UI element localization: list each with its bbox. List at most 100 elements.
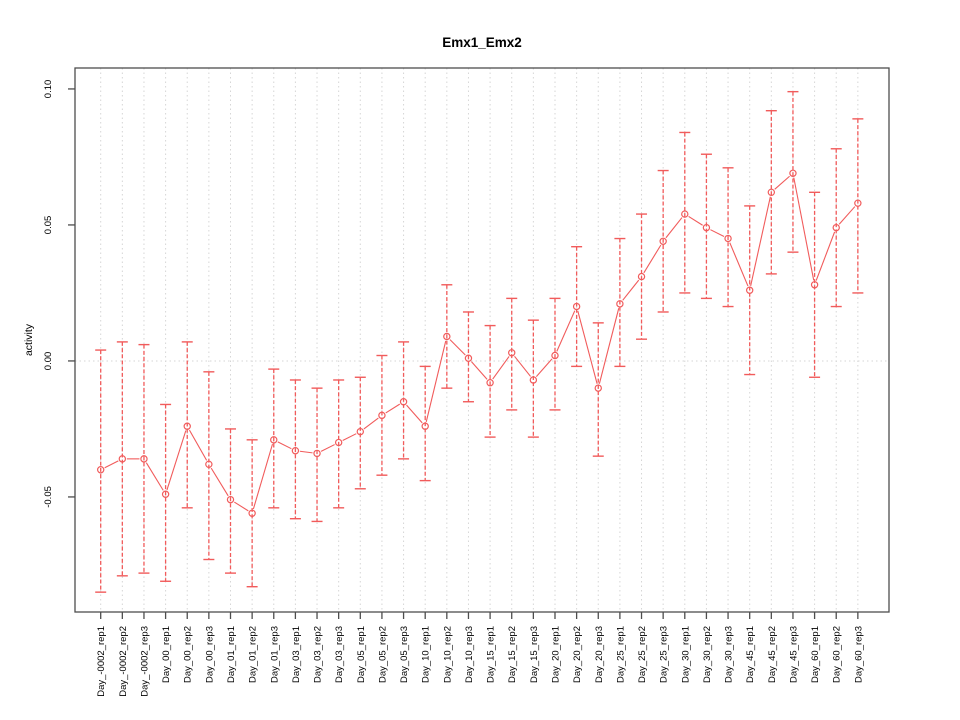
data-marker xyxy=(854,199,862,207)
x-tick-label: Day_05_rep3 xyxy=(399,626,410,683)
data-marker xyxy=(248,509,256,517)
series-line-segment xyxy=(688,215,703,226)
series-line-segment xyxy=(492,356,510,380)
data-marker xyxy=(832,223,840,232)
x-tick-label: Day_15_rep1 xyxy=(486,626,497,683)
x-tick-label: Day_-0002_rep1 xyxy=(96,626,107,697)
series-line-segment xyxy=(815,231,836,281)
x-tick-label: Day_45_rep1 xyxy=(745,626,756,683)
data-marker xyxy=(205,460,213,469)
x-tick-label: Day_03_rep3 xyxy=(334,626,345,683)
data-marker xyxy=(464,354,473,362)
data-marker xyxy=(637,272,646,281)
x-tick-label: Day_-0002_rep3 xyxy=(139,626,150,697)
x-tick-label: Day_05_rep1 xyxy=(356,626,367,683)
series-line-segment xyxy=(750,196,771,286)
series-line-segment xyxy=(622,279,640,301)
x-tick-label: Day_03_rep1 xyxy=(291,626,302,683)
x-tick-label: Day_20_rep3 xyxy=(594,626,605,683)
x-tick-label: Day_25_rep1 xyxy=(615,626,626,683)
x-tick-label: Day_00_rep1 xyxy=(161,626,172,683)
data-marker xyxy=(226,495,235,504)
y-axis-label: activity xyxy=(23,323,35,356)
x-tick-label: Day_30_rep1 xyxy=(680,626,691,683)
data-marker xyxy=(724,234,732,243)
data-marker xyxy=(681,210,689,218)
x-tick-label: Day_45_rep3 xyxy=(788,626,799,683)
series-line-segment xyxy=(643,244,662,274)
data-marker xyxy=(572,302,581,311)
series-line-segment xyxy=(277,441,292,450)
series-line-segment xyxy=(774,175,790,190)
series-line-segment xyxy=(234,501,249,512)
x-tick-label: Day_01_rep2 xyxy=(248,626,259,683)
plot-frame xyxy=(74,67,890,613)
series-line-segment xyxy=(598,308,620,384)
data-marker xyxy=(96,466,105,474)
y-tick-label: 0.10 xyxy=(43,80,54,99)
series-line-segment xyxy=(449,339,466,356)
series-line-segment xyxy=(665,217,683,239)
data-marker xyxy=(551,351,559,360)
data-marker xyxy=(508,349,516,357)
x-tick-label: Day_15_rep3 xyxy=(529,626,540,683)
x-tick-label: Day_15_rep2 xyxy=(507,626,518,683)
series-line-segment xyxy=(385,403,401,414)
x-tick-label: Day_25_rep2 xyxy=(637,626,648,683)
data-marker xyxy=(399,398,408,406)
x-tick-label: Day_60_rep2 xyxy=(832,626,843,683)
x-tick-label: Day_20_rep2 xyxy=(572,626,583,683)
chart-title: Emx1_Emx2 xyxy=(442,35,522,50)
series-line-segment xyxy=(406,404,423,424)
series-line-segment xyxy=(104,460,119,469)
x-tick-label: Day_-0002_rep2 xyxy=(118,626,129,697)
data-marker xyxy=(421,422,429,430)
series-line-segment xyxy=(729,242,749,287)
series-line-segment xyxy=(145,462,164,491)
x-tick-label: Day_01_rep3 xyxy=(269,626,280,683)
data-marker xyxy=(378,411,386,420)
y-tick-label: -0.05 xyxy=(43,486,54,508)
data-marker xyxy=(118,455,127,463)
data-marker xyxy=(594,384,602,392)
data-marker xyxy=(486,379,494,387)
x-tick-label: Day_00_rep3 xyxy=(204,626,215,683)
x-tick-label: Day_01_rep1 xyxy=(226,626,237,683)
x-tick-label: Day_25_rep3 xyxy=(659,626,670,683)
data-marker xyxy=(789,169,797,177)
data-marker xyxy=(183,422,191,430)
x-tick-label: Day_60_rep1 xyxy=(810,626,821,683)
data-marker xyxy=(291,447,300,455)
data-marker xyxy=(334,438,343,447)
series-line-segment xyxy=(299,450,313,454)
data-marker xyxy=(356,427,364,436)
series-line-segment xyxy=(514,355,531,377)
series-line-segment xyxy=(838,206,856,225)
data-marker xyxy=(659,237,667,245)
x-tick-label: Day_30_rep3 xyxy=(724,626,735,683)
x-tick-label: Day_05_rep2 xyxy=(377,626,388,683)
x-tick-label: Day_10_rep2 xyxy=(442,626,453,683)
data-marker xyxy=(140,455,148,463)
x-tick-label: Day_00_rep2 xyxy=(183,626,194,683)
series-line-segment xyxy=(471,361,488,380)
x-tick-label: Day_03_rep2 xyxy=(313,626,324,683)
data-marker xyxy=(443,332,451,341)
series-line-segment xyxy=(425,340,447,422)
data-marker xyxy=(810,281,819,289)
data-marker xyxy=(270,436,278,444)
data-marker xyxy=(745,286,754,294)
x-tick-label: Day_45_rep2 xyxy=(767,626,778,683)
data-marker xyxy=(161,490,170,498)
series-line-segment xyxy=(710,229,725,238)
series-line-segment xyxy=(320,444,335,452)
x-tick-label: Day_10_rep3 xyxy=(464,626,475,683)
data-marker xyxy=(313,449,321,458)
series-line-segment xyxy=(342,433,357,442)
x-tick-label: Day_60_rep3 xyxy=(853,626,864,683)
series-line-segment xyxy=(556,310,576,352)
y-tick-label: 0.00 xyxy=(43,352,54,371)
